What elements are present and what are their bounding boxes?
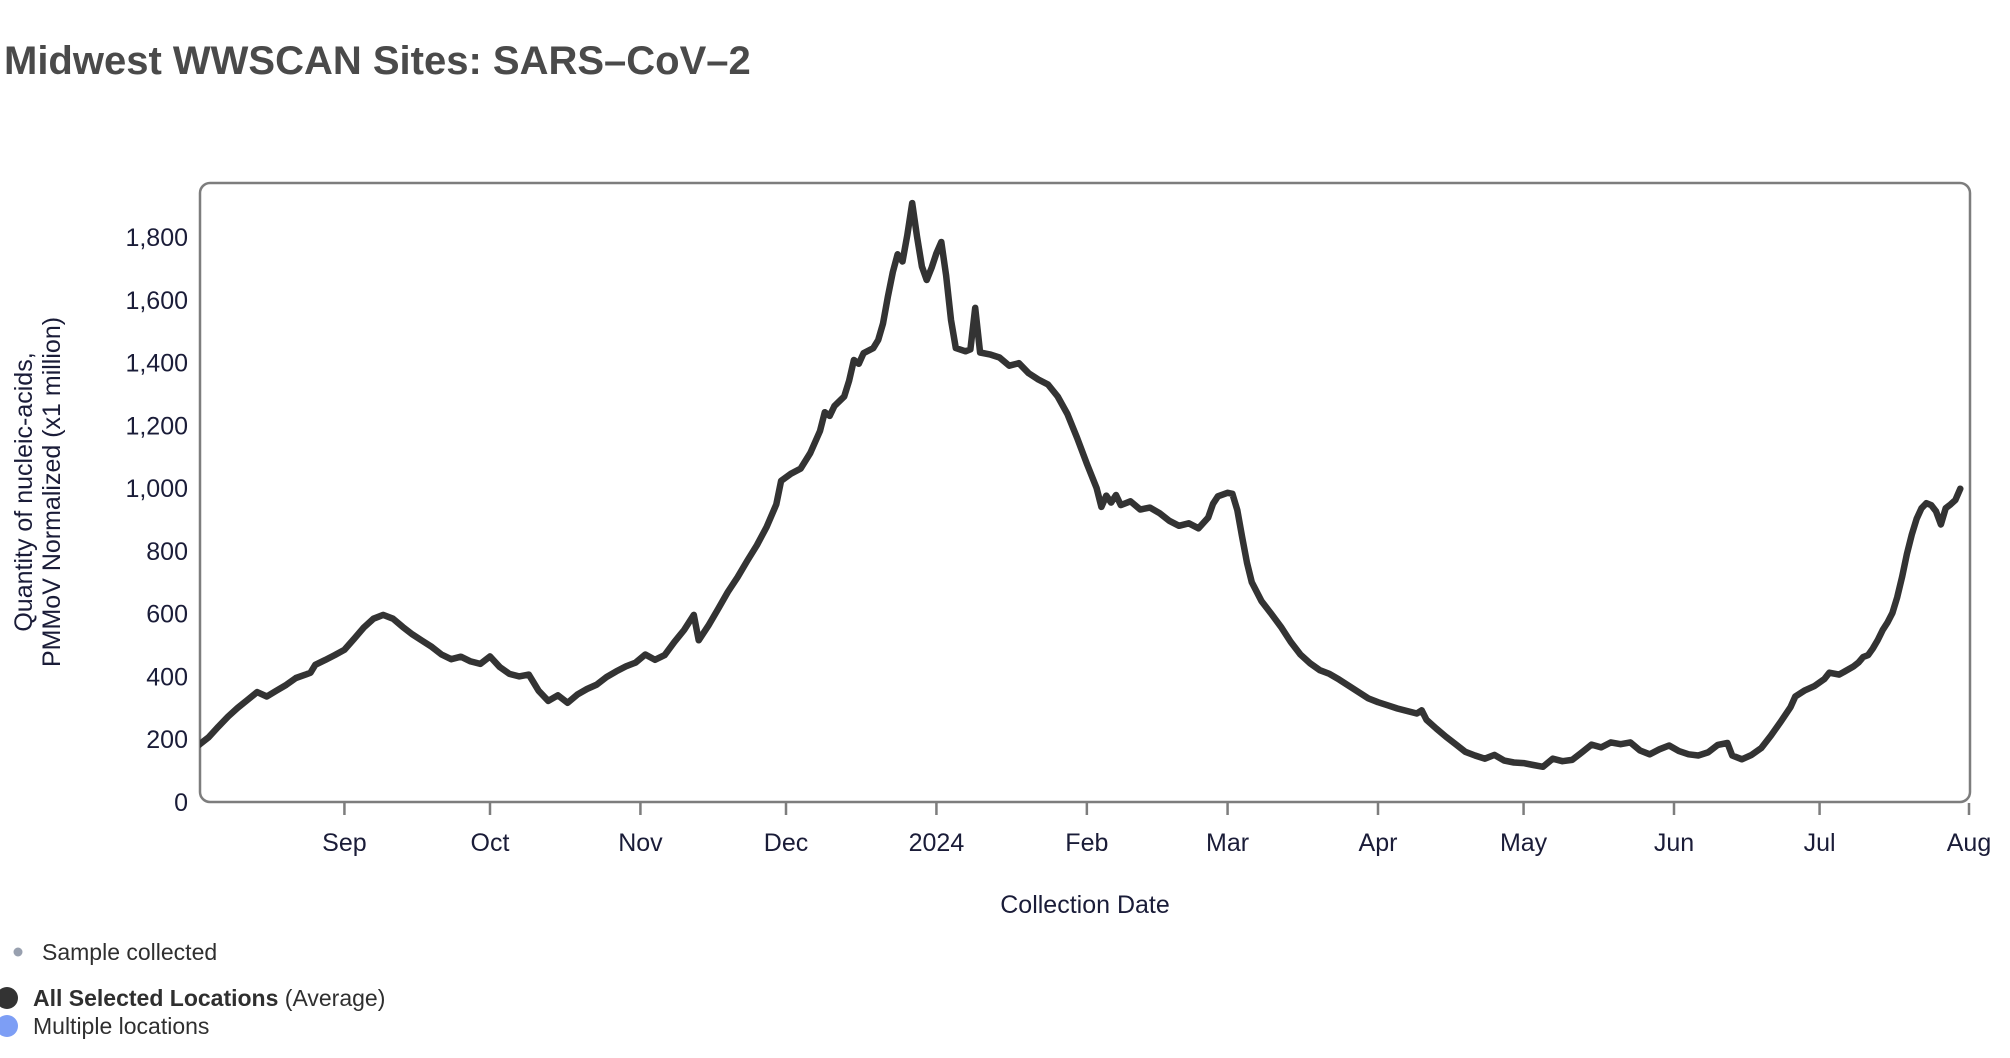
y-tick-label-600: 600 [146,601,188,629]
x-tick-label-Jun: Jun [1654,829,1694,857]
x-axis-title: Collection Date [1000,891,1170,919]
y-tick-label-1400: 1,400 [125,350,188,378]
average-series-line[interactable] [199,199,1964,771]
y-tick-label-1200: 1,200 [125,412,188,440]
y-axis-ticks: 0 200 400 600 800 1,000 1,200 1,400 1,600 1,800 [125,224,188,817]
x-tick-label-Feb: Feb [1065,829,1108,857]
y-axis-title-line1: Quantity of nucleic-acids, [10,352,38,631]
legend-all-selected-bold: All Selected Locations [33,985,278,1011]
y-tick-label-200: 200 [146,726,188,754]
legend-all-selected-average: (Average) [285,985,386,1011]
x-tick-label-Apr: Apr [1359,829,1398,857]
page-title: Midwest WWSCAN Sites: SARS–CoV–2 [4,39,751,83]
x-tick-label-2024: 2024 [909,829,965,857]
y-tick-label-1000: 1,000 [125,475,188,503]
y-tick-label-400: 400 [146,663,188,691]
x-tick-label-Oct: Oct [471,829,510,857]
x-tick-label-Jul: Jul [1804,829,1836,857]
y-tick-label-800: 800 [146,538,188,566]
y-tick-label-1800: 1,800 [125,224,188,252]
legend-all-selected-locations[interactable]: All Selected Locations (Average) [33,985,385,1011]
y-tick-label-0: 0 [174,789,188,817]
x-tick-label-Aug: Aug [1947,829,1991,857]
x-tick-label-Sep: Sep [322,829,366,857]
x-axis-ticks: Sep Oct Nov Dec 2024 Feb Mar Apr May Jun Jul Aug [322,803,1991,857]
legend-sample-collected[interactable]: Sample collected [42,939,217,965]
sample-collected-dot-icon [13,947,23,957]
multiple-locations-dot-icon [0,1015,18,1037]
y-tick-label-1600: 1,600 [125,287,188,315]
x-tick-label-Dec: Dec [764,829,808,857]
x-tick-label-May: May [1500,829,1548,857]
x-tick-label-Mar: Mar [1206,829,1249,857]
y-axis-title: Quantity of nucleic-acids, PMMoV Normali… [10,317,66,667]
all-selected-locations-dot-icon [0,987,18,1009]
legend-multiple-locations[interactable]: Multiple locations [33,1013,209,1039]
plot-frame [198,181,1972,804]
x-tick-label-Nov: Nov [618,829,663,857]
y-axis-title-line2: PMMoV Normalized (x1 million) [38,317,66,667]
legend: Sample collected All Selected Locations … [0,939,385,1039]
